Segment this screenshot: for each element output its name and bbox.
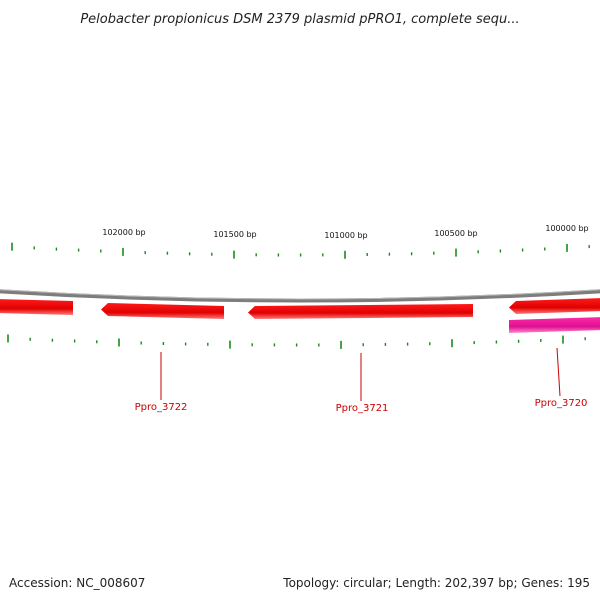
topology-summary: Topology: circular; Length: 202,397 bp; … [282,576,590,590]
gene-label-ppro-3721[interactable]: Ppro_3721 [336,403,389,414]
feature-bar[interactable] [509,317,600,333]
gene-label-ppro-3722[interactable]: Ppro_3722 [135,402,188,413]
gene-leader-lines [160,347,561,401]
upper-tick-row [11,242,590,259]
scale-label: 100000 bp [545,224,588,233]
scale-label: 101500 bp [213,230,256,239]
cds-arrow-ppro-3722[interactable] [101,303,224,319]
gene-labels: Ppro_3722 Ppro_3721 Ppro_3720 [135,398,588,414]
cds-arrow[interactable] [0,299,73,315]
accession-text: Accession: NC_008607 [9,576,145,590]
cds-arrow-ppro-3720[interactable] [509,298,600,314]
gene-features [0,298,600,333]
map-title: Pelobacter propionicus DSM 2379 plasmid … [80,12,519,27]
scale-labels: 102000 bp 101500 bp 101000 bp 100500 bp … [102,224,588,240]
genome-backbone [0,289,600,303]
gene-label-ppro-3720[interactable]: Ppro_3720 [535,398,588,409]
leader-line [556,347,561,397]
scale-label: 102000 bp [102,228,145,237]
cds-arrow-ppro-3721[interactable] [248,304,473,319]
genome-backbone-highlight [0,289,600,300]
lower-tick-row [7,334,586,349]
scale-label: 101000 bp [324,231,367,240]
scale-label: 100500 bp [434,229,477,238]
